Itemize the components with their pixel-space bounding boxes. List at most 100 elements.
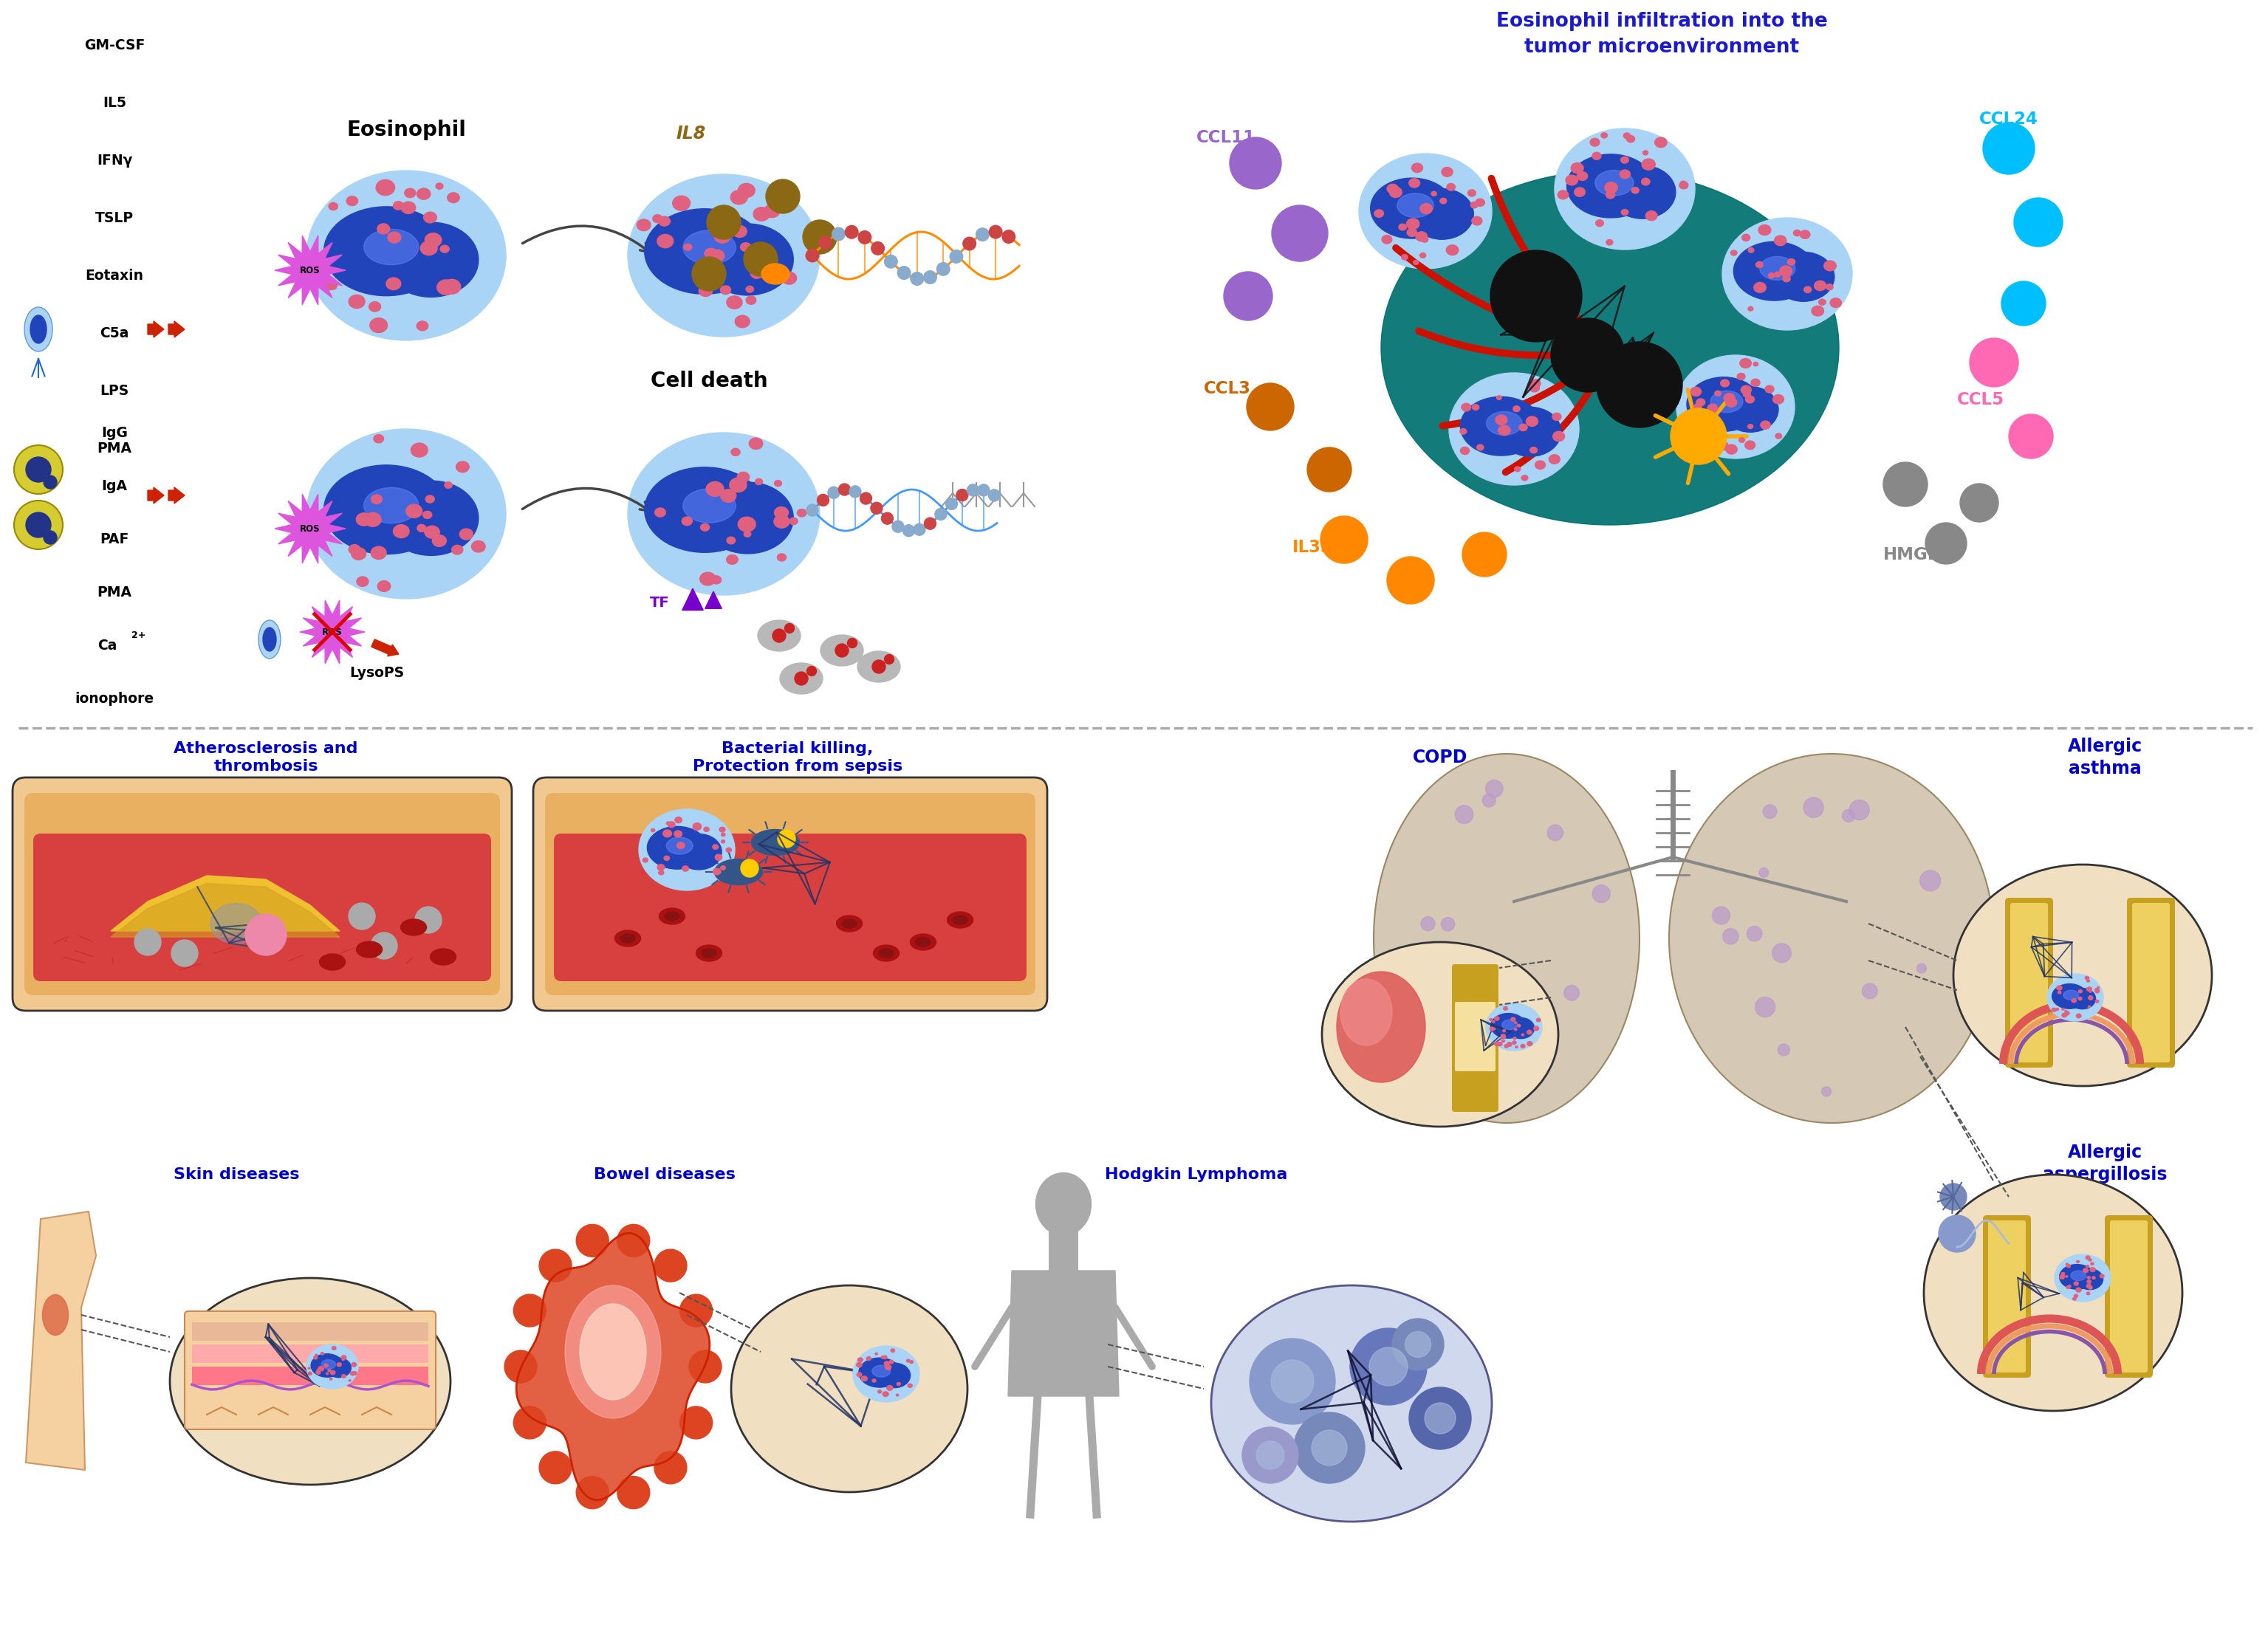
- Circle shape: [1760, 868, 1769, 878]
- Ellipse shape: [2059, 1276, 2064, 1279]
- Text: Ca: Ca: [98, 639, 118, 652]
- Ellipse shape: [721, 286, 730, 294]
- FancyBboxPatch shape: [193, 1323, 429, 1341]
- Text: 2+: 2+: [132, 630, 145, 640]
- Circle shape: [1452, 998, 1470, 1016]
- Text: IL33: IL33: [1293, 538, 1334, 556]
- Text: PMA: PMA: [98, 585, 132, 600]
- Ellipse shape: [1531, 379, 1540, 387]
- Ellipse shape: [320, 954, 345, 970]
- Ellipse shape: [1381, 171, 1839, 525]
- Ellipse shape: [424, 232, 442, 247]
- Circle shape: [1672, 408, 1726, 465]
- Ellipse shape: [1953, 864, 2211, 1086]
- Ellipse shape: [2091, 1277, 2096, 1279]
- Ellipse shape: [701, 572, 717, 585]
- Text: Allergic
asthma: Allergic asthma: [2068, 738, 2143, 777]
- Ellipse shape: [667, 822, 669, 826]
- Ellipse shape: [710, 250, 723, 262]
- Text: LysoPS: LysoPS: [349, 666, 404, 679]
- Ellipse shape: [1721, 387, 1778, 432]
- Text: Eosinophil infiltration into the
tumor microenvironment: Eosinophil infiltration into the tumor m…: [1497, 11, 1828, 57]
- Circle shape: [134, 930, 161, 956]
- Circle shape: [1862, 983, 1878, 999]
- Ellipse shape: [2068, 1285, 2071, 1287]
- Ellipse shape: [315, 1354, 318, 1357]
- Ellipse shape: [2053, 983, 2087, 1009]
- Ellipse shape: [712, 845, 719, 850]
- Circle shape: [835, 644, 848, 656]
- Ellipse shape: [712, 868, 721, 874]
- Text: CCL24: CCL24: [1980, 110, 2039, 127]
- Circle shape: [885, 255, 898, 268]
- Ellipse shape: [1415, 232, 1427, 242]
- Ellipse shape: [1576, 172, 1588, 180]
- Circle shape: [14, 500, 64, 549]
- Ellipse shape: [1440, 198, 1447, 203]
- Ellipse shape: [1794, 231, 1801, 236]
- Ellipse shape: [1447, 245, 1458, 255]
- Circle shape: [773, 629, 785, 642]
- Circle shape: [692, 257, 726, 291]
- Ellipse shape: [658, 234, 674, 249]
- Text: TF: TF: [651, 595, 669, 609]
- Ellipse shape: [669, 822, 676, 827]
- Ellipse shape: [2096, 999, 2098, 1003]
- Text: IgA: IgA: [102, 479, 127, 492]
- Ellipse shape: [1606, 182, 1617, 193]
- Ellipse shape: [370, 302, 381, 312]
- Ellipse shape: [404, 188, 415, 198]
- Circle shape: [540, 1451, 572, 1484]
- Ellipse shape: [1535, 1019, 1540, 1022]
- Ellipse shape: [1499, 408, 1560, 457]
- Ellipse shape: [306, 1344, 358, 1389]
- Ellipse shape: [882, 1355, 887, 1358]
- FancyArrow shape: [147, 487, 163, 504]
- Ellipse shape: [1783, 276, 1789, 281]
- Ellipse shape: [1381, 236, 1393, 244]
- Ellipse shape: [2066, 1263, 2068, 1266]
- Ellipse shape: [431, 949, 456, 965]
- FancyBboxPatch shape: [193, 1367, 429, 1384]
- Ellipse shape: [406, 504, 422, 518]
- Ellipse shape: [352, 548, 365, 561]
- Ellipse shape: [1669, 754, 1994, 1123]
- Circle shape: [576, 1224, 608, 1256]
- Ellipse shape: [1520, 424, 1526, 431]
- Ellipse shape: [1340, 978, 1393, 1045]
- Ellipse shape: [420, 240, 438, 255]
- Ellipse shape: [460, 528, 474, 540]
- Ellipse shape: [873, 946, 898, 962]
- Ellipse shape: [2071, 999, 2075, 1003]
- Ellipse shape: [424, 526, 440, 538]
- Ellipse shape: [1631, 187, 1640, 193]
- Ellipse shape: [1522, 474, 1529, 481]
- Ellipse shape: [1733, 242, 1814, 301]
- FancyBboxPatch shape: [544, 793, 1036, 994]
- Ellipse shape: [1590, 138, 1599, 146]
- Circle shape: [805, 249, 819, 262]
- FancyBboxPatch shape: [2127, 897, 2175, 1068]
- Ellipse shape: [1492, 1029, 1495, 1030]
- Text: Eotaxin: Eotaxin: [86, 268, 143, 283]
- Ellipse shape: [882, 1355, 885, 1358]
- Ellipse shape: [1692, 434, 1703, 444]
- Ellipse shape: [442, 279, 460, 294]
- Ellipse shape: [1374, 754, 1640, 1123]
- Ellipse shape: [259, 621, 281, 658]
- Circle shape: [1724, 928, 1740, 944]
- Ellipse shape: [356, 941, 383, 957]
- Circle shape: [513, 1294, 547, 1326]
- Ellipse shape: [1495, 414, 1508, 424]
- Ellipse shape: [948, 912, 973, 928]
- Ellipse shape: [773, 515, 789, 528]
- Circle shape: [1229, 138, 1281, 188]
- Circle shape: [1250, 1339, 1336, 1423]
- Circle shape: [1939, 1216, 1975, 1253]
- Ellipse shape: [1515, 1046, 1517, 1048]
- Ellipse shape: [873, 1365, 891, 1376]
- Ellipse shape: [352, 1372, 354, 1375]
- Ellipse shape: [1411, 188, 1474, 239]
- Ellipse shape: [1719, 427, 1724, 432]
- Ellipse shape: [705, 249, 717, 258]
